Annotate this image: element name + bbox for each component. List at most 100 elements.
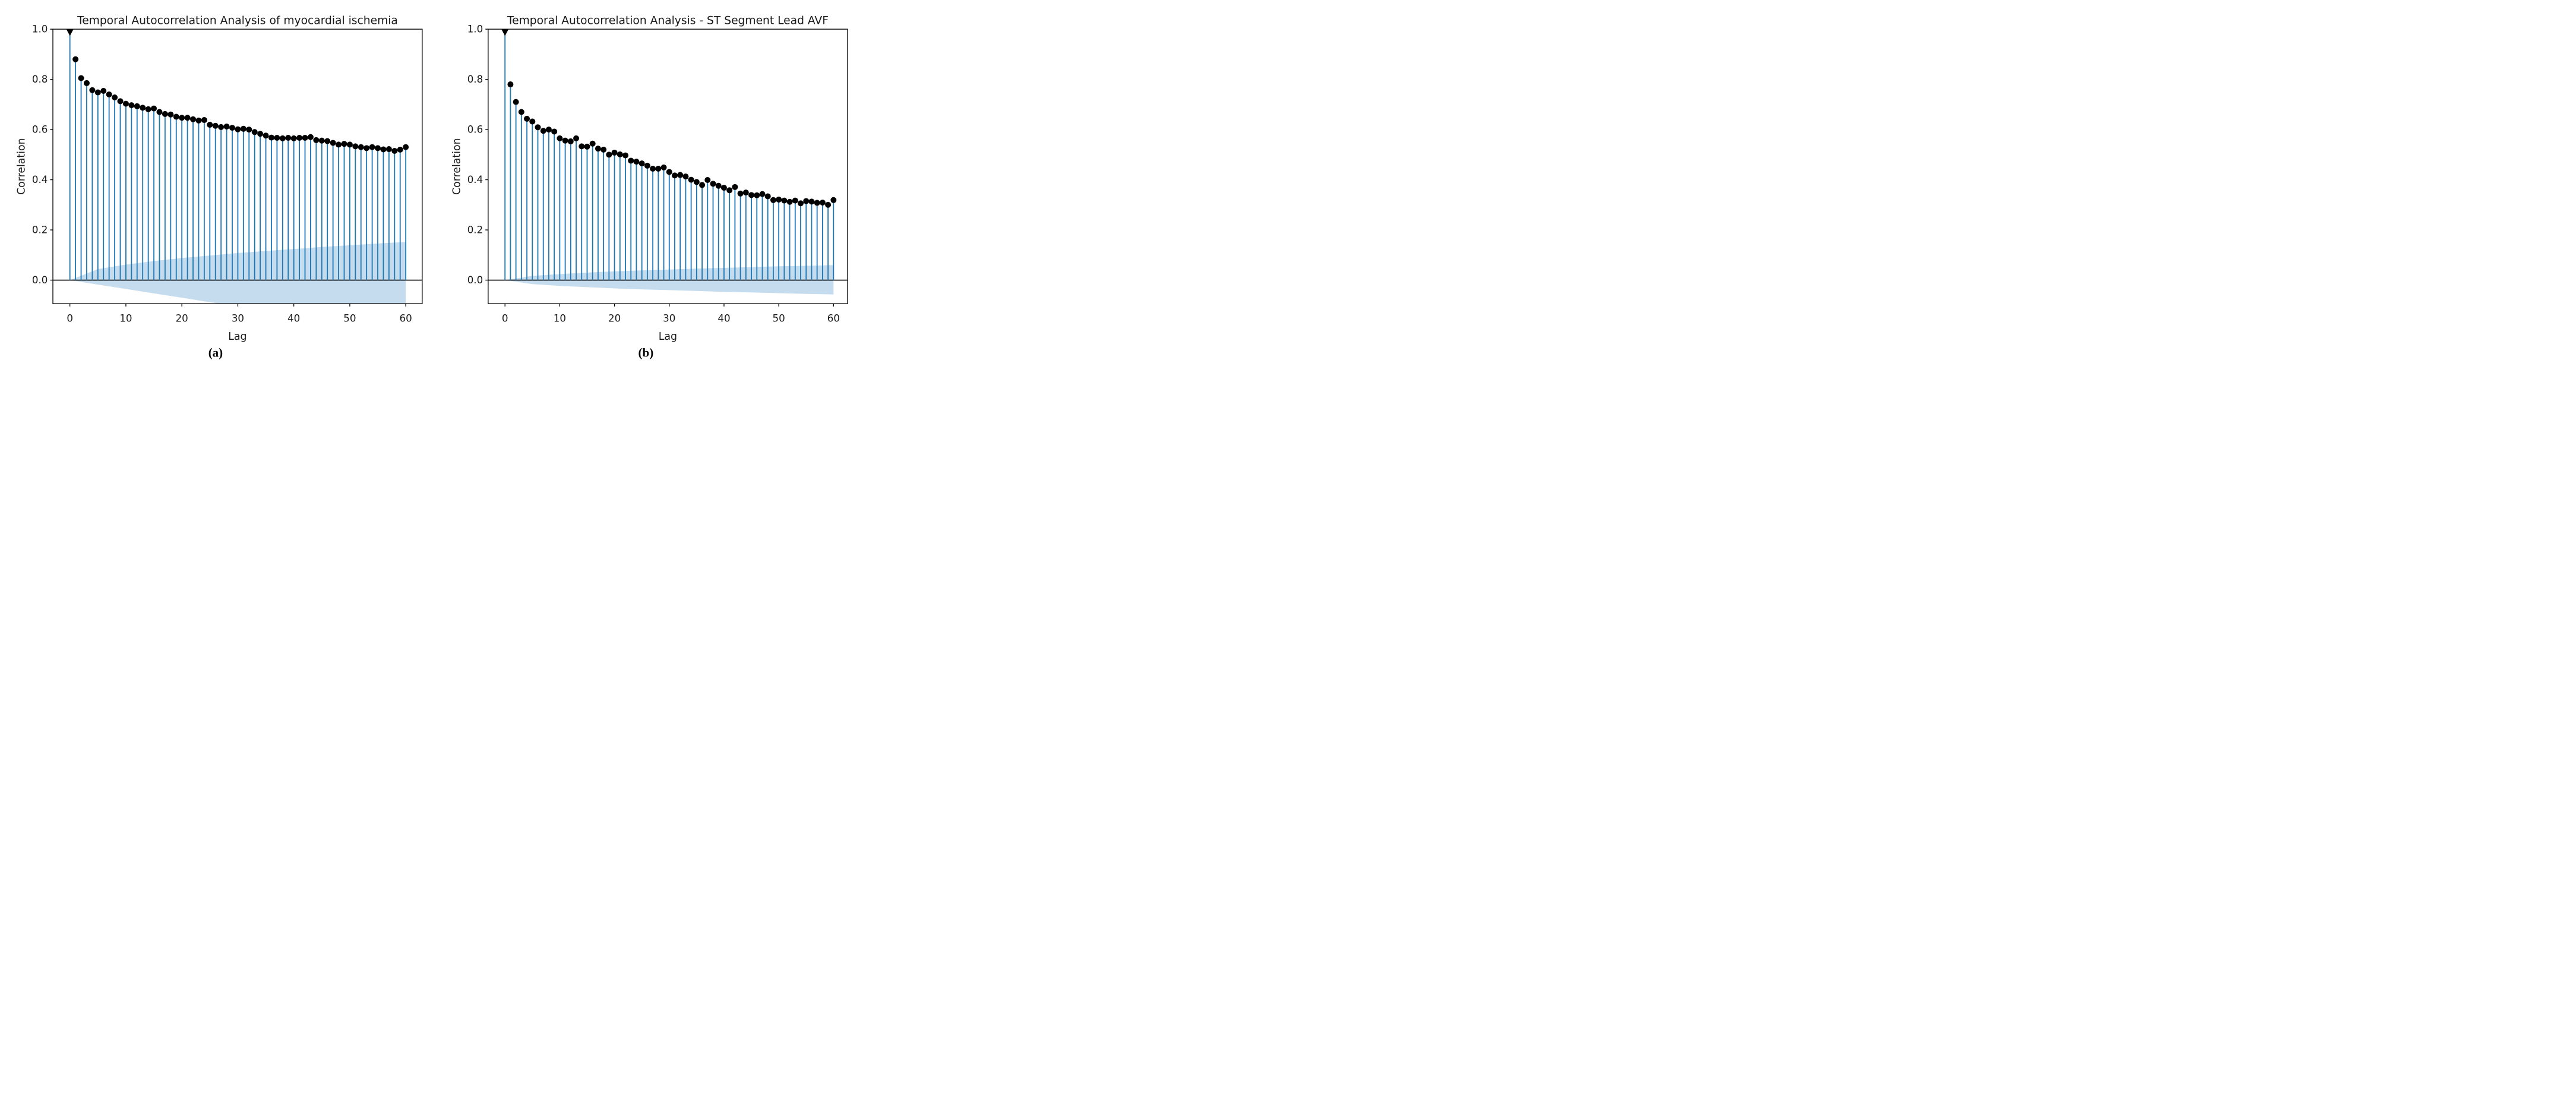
data-point-marker (814, 200, 820, 206)
data-point-marker (798, 200, 804, 207)
y-tick-label: 1.0 (32, 24, 48, 35)
data-point-marker (715, 182, 722, 189)
data-point-marker (622, 152, 629, 159)
data-point-marker (346, 141, 353, 148)
data-point-marker (100, 88, 107, 94)
data-point-marker (671, 172, 678, 179)
data-point-marker (650, 165, 656, 172)
data-point-marker (336, 141, 342, 148)
data-point-marker (352, 143, 359, 150)
x-tick-label: 50 (773, 313, 785, 324)
data-point-marker (660, 164, 667, 170)
data-point-marker (307, 134, 314, 140)
y-tick-label: 0.0 (467, 274, 483, 286)
data-point-marker (803, 198, 810, 204)
data-point-marker (628, 157, 634, 164)
data-point-marker (72, 56, 79, 62)
figure-canvas: 0.0 0.2 0.4 0.6 0.8 1.0 0 10 20 30 40 50 60 Temporal … (0, 0, 859, 367)
y-tick-label: 0.6 (32, 124, 48, 135)
data-point-marker (688, 176, 694, 183)
axes-box (488, 29, 848, 304)
data-point-marker (655, 165, 662, 172)
data-point-marker (524, 115, 530, 122)
data-point-marker (595, 146, 601, 152)
data-point-marker (173, 113, 179, 120)
data-point-marker (633, 159, 640, 165)
data-point-marker (589, 140, 596, 147)
data-point-marker (606, 151, 612, 158)
data-point-marker (732, 184, 738, 190)
data-point-marker (117, 98, 124, 105)
data-point-marker (235, 126, 241, 132)
data-point-marker (579, 143, 585, 150)
data-point-marker (754, 192, 760, 198)
data-point-marker (156, 109, 163, 115)
data-point-marker (240, 125, 246, 132)
data-point-marker (759, 191, 766, 197)
acf-figure: 0.0 0.2 0.4 0.6 0.8 1.0 0 10 20 30 40 50 60 Temporal … (16, 15, 848, 343)
data-point-marker (764, 193, 771, 200)
y-axis-label: Correlation (16, 138, 28, 195)
y-tick-label: 0.4 (467, 174, 483, 185)
data-point-marker (677, 172, 684, 178)
data-point-marker (195, 117, 202, 124)
data-point-marker (229, 125, 235, 131)
data-point-marker (128, 102, 135, 109)
data-point-marker (151, 105, 157, 112)
x-tick-label: 30 (663, 313, 675, 324)
data-point-marker (380, 146, 387, 153)
data-point-marker (562, 137, 568, 144)
data-point-marker (184, 115, 191, 121)
plot-title: Temporal Autocorrelation Analysis of myo… (77, 15, 398, 27)
data-point-marker (830, 197, 837, 203)
data-point-marker (391, 147, 398, 154)
data-point-marker (318, 137, 325, 144)
data-point-marker (212, 122, 219, 129)
data-point-marker (167, 111, 174, 118)
data-point-marker (89, 87, 96, 93)
subfigure-caption-b: (b) (638, 345, 654, 360)
data-point-marker (313, 137, 320, 143)
data-point-marker (611, 149, 618, 156)
x-axis-label: Lag (228, 331, 246, 343)
data-point-marker (518, 109, 524, 115)
data-point-marker (279, 135, 286, 141)
data-point-marker (781, 197, 788, 204)
data-point-marker (94, 89, 101, 96)
data-point-marker (223, 124, 230, 130)
x-tick-label: 60 (400, 313, 412, 324)
x-tick-label: 30 (232, 313, 244, 324)
data-point-marker (302, 135, 308, 141)
y-tick-label: 0.2 (32, 225, 48, 236)
data-point-marker (330, 140, 336, 146)
data-point-marker (285, 135, 292, 141)
data-point-marker (710, 181, 716, 187)
data-point-marker (122, 100, 129, 107)
x-tick-label: 10 (119, 313, 132, 324)
data-point-marker (742, 190, 749, 196)
y-tick-label: 0.8 (32, 74, 48, 85)
data-point-marker (770, 197, 776, 203)
data-point-marker (825, 201, 832, 208)
data-point-marker (567, 138, 574, 144)
data-point-marker (808, 198, 815, 205)
data-point-marker (218, 124, 225, 130)
x-tick-label: 10 (554, 313, 566, 324)
acf-plot-a: 0.0 0.2 0.4 0.6 0.8 1.0 0 10 20 30 40 50 60 Temporal … (16, 15, 423, 343)
data-point-marker (106, 91, 112, 97)
data-point-marker (274, 135, 280, 141)
data-point-marker (324, 138, 331, 144)
acf-plot-b: 0.0 0.2 0.4 0.6 0.8 1.0 0 10 20 30 40 50 60 Temporal … (451, 15, 848, 343)
data-point-marker (207, 122, 213, 128)
y-tick-label: 0.0 (32, 274, 48, 286)
stem-series (501, 29, 837, 280)
data-point-marker (666, 169, 672, 175)
data-point-marker (268, 134, 274, 141)
data-point-marker (573, 135, 580, 141)
data-point-marker (704, 176, 711, 183)
data-point-marker (776, 196, 782, 203)
y-tick-label: 0.8 (467, 74, 483, 85)
data-point-marker (748, 192, 755, 198)
x-tick-label: 20 (176, 313, 188, 324)
data-point-marker (369, 144, 375, 150)
